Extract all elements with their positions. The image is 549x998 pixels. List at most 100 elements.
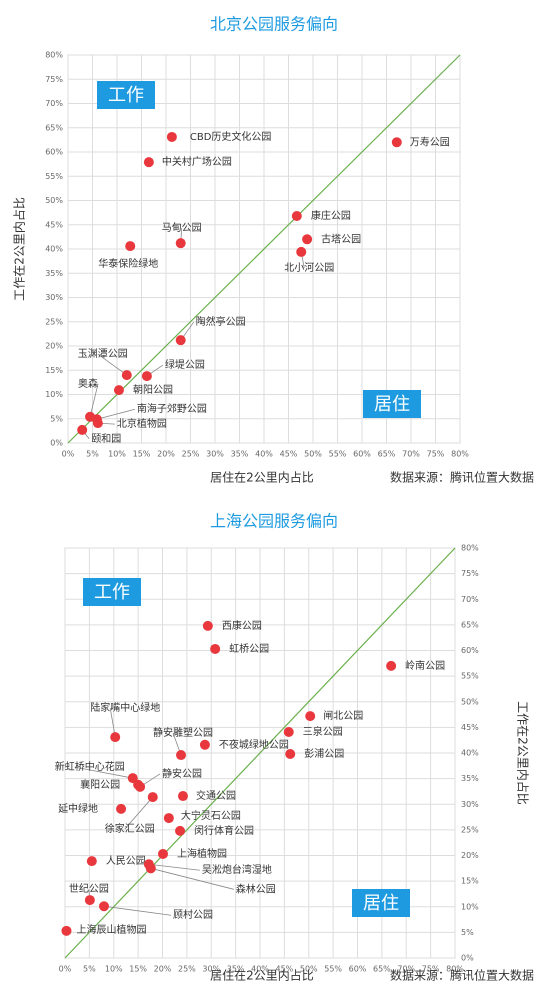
y-tick-label: 30%	[45, 293, 63, 302]
chart-title: 北京公园服务偏向	[210, 15, 338, 34]
point-label: 陶然亭公园	[196, 315, 246, 328]
point-label: 襄阳公园	[80, 778, 120, 791]
point-label: 不夜城绿地公园	[219, 738, 289, 751]
point	[84, 895, 95, 906]
y-tick-label: 0%	[461, 954, 474, 963]
x-tick-label: 45%	[280, 450, 298, 459]
x-tick-label: 60%	[353, 450, 371, 459]
point-label: 绿堤公园	[165, 358, 205, 371]
y-tick-label: 80%	[461, 544, 479, 553]
point	[113, 385, 124, 396]
point-label: 岭南公园	[405, 659, 445, 672]
point-label: 闸北公园	[323, 709, 363, 722]
point-label: 大宁灵石公园	[181, 809, 241, 822]
x-tick-label: 10%	[108, 450, 126, 459]
x-axis-label: 居住在2公里内占比	[210, 968, 314, 983]
point	[77, 424, 88, 435]
point	[176, 750, 187, 761]
x-tick-label: 80%	[451, 450, 469, 459]
leader-line	[103, 905, 172, 916]
x-tick-label: 50%	[304, 450, 322, 459]
y-tick-label: 60%	[45, 148, 63, 157]
point-label: 康庄公园	[311, 209, 351, 222]
y-tick-label: 70%	[461, 595, 479, 604]
x-tick-label: 75%	[427, 450, 445, 459]
point	[157, 848, 168, 859]
annotation: 工作	[108, 85, 144, 106]
y-axis-label: 工作在2公里内占比	[516, 701, 531, 805]
x-tick-label: 25%	[182, 450, 200, 459]
y-tick-label: 10%	[461, 902, 479, 911]
point-label: 彭浦公园	[304, 747, 344, 760]
x-tick-label: 35%	[227, 965, 245, 974]
x-tick-label: 70%	[397, 965, 415, 974]
x-tick-label: 40%	[251, 965, 269, 974]
y-tick-label: 75%	[45, 75, 63, 84]
point	[110, 732, 121, 743]
diagonal	[67, 54, 461, 444]
point-label: 中关村广场公园	[162, 155, 232, 168]
point	[199, 739, 210, 750]
y-tick-label: 40%	[45, 245, 63, 254]
point-label: 三泉公园	[303, 725, 343, 738]
point-label: 人民公园	[106, 855, 146, 867]
x-tick-label: 60%	[349, 965, 367, 974]
point-label: 奥森	[78, 377, 98, 390]
point-label: 静安公园	[162, 767, 202, 780]
y-tick-label: 10%	[45, 390, 63, 399]
point-label: 万寿公园	[410, 135, 450, 148]
point-label: 上海植物园	[177, 847, 227, 860]
point-label: 朝阳公园	[133, 384, 173, 396]
x-tick-label: 65%	[378, 450, 396, 459]
y-tick-label: 20%	[461, 851, 479, 860]
y-tick-label: 35%	[45, 269, 63, 278]
point-label: 北小河公园	[284, 262, 334, 274]
point	[163, 813, 174, 824]
point-label: 西康公园	[222, 619, 262, 632]
point-label: 北京植物园	[117, 417, 167, 430]
point	[86, 856, 97, 867]
point	[285, 749, 296, 760]
leader-line	[150, 867, 234, 890]
point	[166, 131, 177, 142]
leader-line	[74, 766, 133, 779]
point-label: 闵行体育公园	[194, 824, 254, 837]
point-label: 吴淞炮台湾湿地	[202, 863, 272, 876]
y-tick-label: 45%	[45, 220, 63, 229]
annotation: 工作	[94, 582, 130, 603]
diagonal	[64, 547, 456, 959]
annotation-box	[97, 81, 155, 109]
point	[99, 901, 109, 912]
x-tick-label: 5%	[86, 450, 99, 459]
annotation: 居住	[363, 893, 399, 914]
y-tick-label: 25%	[45, 317, 63, 326]
y-tick-label: 0%	[50, 439, 63, 448]
x-tick-label: 70%	[402, 450, 420, 459]
x-tick-label: 5%	[83, 965, 96, 974]
y-tick-label: 70%	[45, 99, 63, 108]
y-tick-label: 55%	[461, 672, 479, 681]
x-tick-label: 20%	[154, 965, 172, 974]
point-label: 静安雕塑公园	[153, 726, 213, 739]
annotation-box	[83, 578, 141, 606]
point	[386, 660, 397, 671]
chart-beijing: 北京公园服务偏向 0% 5% 10% 15% 20% 25% 30% 35% 40% 45% 50% 5…	[12, 15, 535, 485]
y-axis-label: 工作在2公里内占比	[12, 197, 27, 301]
x-axis-label: 居住在2公里内占比	[210, 470, 314, 485]
x-tick-label: 10%	[105, 965, 123, 974]
point-label: 南海子郊野公园	[137, 402, 207, 415]
x-tick-label: 50%	[300, 965, 318, 974]
annotation-box	[363, 390, 421, 418]
leader-line	[96, 408, 136, 420]
y-tick-label: 45%	[461, 723, 479, 732]
point-label: 徐家汇公园	[105, 822, 155, 835]
annotation: 居住	[374, 394, 410, 415]
point-label: 玉渊潭公园	[78, 348, 128, 360]
point-label: 古塔公园	[321, 232, 361, 245]
chart-shanghai: 上海公园服务偏向 0% 5% 10% 15% 20% 25% 30% 35% 40% 45% 50% 5…	[55, 512, 534, 983]
point-label: 陆家嘴中心绿地	[90, 701, 160, 714]
y-tick-label: 30%	[461, 800, 479, 809]
point	[177, 791, 188, 802]
point	[133, 779, 144, 790]
